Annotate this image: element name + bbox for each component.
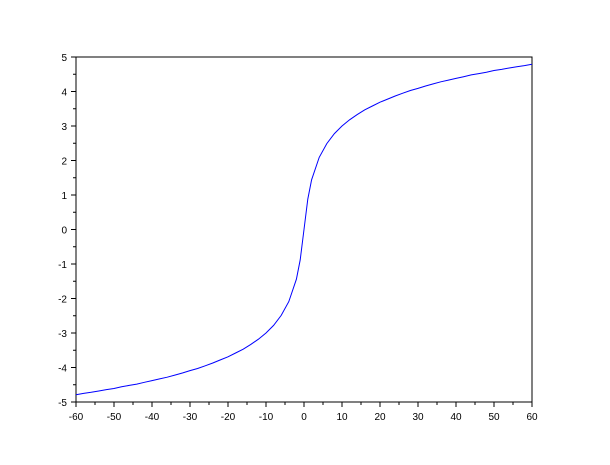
y-tick-label: -1 [58, 260, 67, 271]
x-tick-label: 60 [526, 412, 538, 423]
x-tick-label: -10 [259, 412, 274, 423]
x-tick-label: 10 [336, 412, 348, 423]
y-tick-label: 4 [61, 88, 67, 99]
y-tick-label: 1 [61, 191, 67, 202]
x-tick-label: -60 [69, 412, 84, 423]
y-tick-label: -3 [58, 329, 67, 340]
y-axis: -5 -4 -3 -2 -1 0 1 2 3 4 5 [58, 53, 76, 409]
y-tick-label: 5 [61, 53, 67, 64]
x-tick-label: 20 [374, 412, 386, 423]
series-line [75, 63, 533, 396]
y-tick-label: 2 [61, 157, 67, 168]
x-axis: -60 -50 -40 -30 -20 -10 0 10 20 30 40 50 60 [69, 402, 538, 423]
x-tick-label: -30 [183, 412, 198, 423]
y-tick-label: 0 [61, 226, 67, 237]
y-tick-label: -2 [58, 295, 67, 306]
x-tick-label: 50 [488, 412, 500, 423]
y-tick-label: -5 [58, 398, 67, 409]
x-tick-label: 0 [301, 412, 307, 423]
y-tick-label: 3 [61, 122, 67, 133]
x-tick-label: 40 [450, 412, 462, 423]
x-tick-label: -40 [145, 412, 160, 423]
x-tick-label: -20 [221, 412, 236, 423]
y-tick-label: -4 [58, 364, 67, 375]
x-tick-label: -50 [107, 412, 122, 423]
x-tick-label: 30 [412, 412, 424, 423]
